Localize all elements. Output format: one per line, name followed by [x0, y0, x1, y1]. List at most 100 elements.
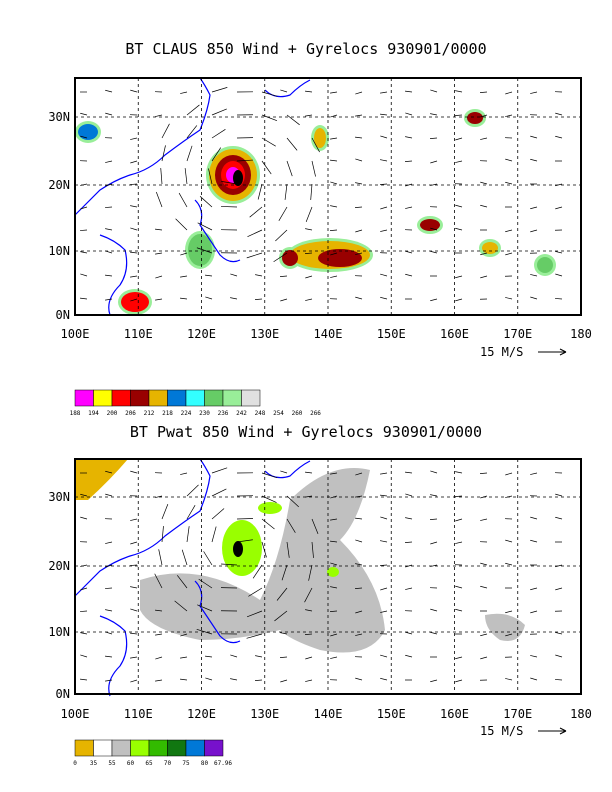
longitude-tick-label: 170E [503, 327, 532, 341]
wind-vector [530, 91, 538, 94]
wind-vector [105, 274, 113, 277]
wind-vector [355, 252, 363, 255]
wind-vector [330, 137, 338, 140]
latitude-tick-label: 30N [48, 110, 70, 124]
colorbar-label: 188 [70, 410, 81, 417]
wind-vector [130, 205, 138, 208]
wind-vector [405, 112, 413, 116]
wind-vector [261, 160, 272, 175]
wind-vector [555, 112, 563, 116]
wind-vector [530, 206, 538, 210]
wind-vector [454, 114, 463, 116]
wind-vector [330, 114, 338, 118]
wind-vector [405, 136, 413, 139]
wind-vector [555, 183, 563, 187]
wind-vector [130, 160, 138, 164]
wind-vector [249, 206, 263, 218]
wind-vector [280, 298, 288, 302]
wind-vector [261, 114, 278, 122]
wind-vector [180, 252, 188, 256]
wind-vector [305, 114, 313, 117]
wind-vector [530, 274, 538, 277]
wind-vector [330, 181, 338, 185]
longitude-tick-label: 130E [250, 327, 279, 341]
wind-vector [505, 297, 513, 300]
wind-vector [430, 298, 438, 302]
top-vector-reference-label: 15 M/S [480, 345, 523, 359]
wind-vector [160, 168, 163, 185]
wind-vector [130, 89, 138, 93]
wind-vector [286, 160, 293, 177]
wind-vector [275, 229, 288, 242]
top-map-gridlines [75, 78, 581, 315]
wind-vector [505, 158, 513, 162]
colorbar-label: 194 [88, 410, 99, 417]
wind-vector [80, 206, 88, 210]
wind-vector [455, 227, 463, 231]
wind-vector [236, 159, 253, 162]
wind-vector [430, 227, 438, 231]
wind-vector [105, 112, 113, 116]
wind-vector [355, 229, 363, 233]
colorbar-label: 230 [199, 410, 210, 417]
wind-vector [129, 183, 138, 185]
wind-vector [186, 104, 200, 116]
latitude-tick-label: 20N [48, 178, 70, 192]
wind-vector [205, 274, 213, 277]
colorbar-swatch [222, 389, 242, 407]
cloud-region [188, 234, 212, 266]
longitude-tick-label: 160E [440, 327, 469, 341]
wind-vector [355, 182, 363, 185]
colorbar-label: 266 [310, 410, 321, 417]
colorbar-label: 212 [144, 410, 155, 417]
colorbar-label: 254 [273, 410, 284, 417]
wind-vector [455, 137, 463, 141]
wind-vector [221, 181, 238, 185]
wind-vector [279, 275, 288, 277]
wind-vector [80, 297, 88, 300]
wind-vector [305, 206, 313, 223]
wind-vector [105, 89, 113, 93]
cloud-region [78, 124, 98, 140]
wind-vector [180, 91, 188, 94]
wind-vector [555, 135, 563, 139]
top-map-fields [75, 109, 556, 315]
top-map-frame [74, 77, 582, 316]
wind-vector [505, 114, 513, 117]
wind-vector [105, 298, 113, 301]
colorbar-swatch [74, 389, 94, 407]
wind-vector [280, 89, 288, 93]
wind-vector [220, 206, 238, 208]
wind-vector [305, 90, 313, 93]
wind-vector [505, 229, 513, 233]
wind-vector [479, 91, 488, 93]
wind-vector [186, 145, 193, 162]
colorbar-swatch [93, 389, 113, 407]
wind-vector [286, 137, 298, 151]
wind-vector [255, 274, 263, 277]
wind-vector [230, 297, 238, 300]
cloud-region [318, 249, 362, 267]
longitude-tick-label: 110E [124, 327, 153, 341]
cloud-region [537, 257, 553, 273]
colorbar-swatch [148, 389, 168, 407]
wind-vector [257, 183, 263, 200]
wind-vector [80, 112, 88, 116]
wind-vector [155, 191, 163, 208]
wind-vector [330, 275, 338, 278]
wind-vector [105, 183, 113, 187]
wind-vector [329, 229, 338, 231]
wind-vector [305, 298, 313, 301]
wind-vector [355, 296, 363, 300]
top-map-vectors [79, 87, 563, 302]
wind-vector [455, 298, 463, 302]
wind-vector [429, 137, 438, 139]
wind-vector [505, 181, 513, 185]
wind-vector [130, 251, 138, 254]
cloud-region [314, 128, 326, 148]
colorbar-label: 236 [218, 410, 229, 417]
wind-vector [80, 251, 88, 254]
wind-vector [480, 137, 488, 140]
wind-vector [480, 204, 488, 208]
